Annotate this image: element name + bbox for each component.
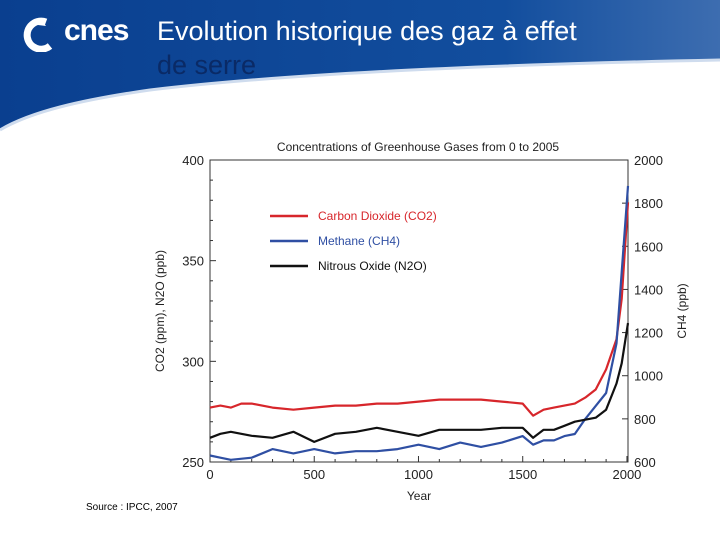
ch4-line bbox=[209, 185, 630, 461]
x-axis-label: Year bbox=[407, 489, 431, 502]
plot-frame bbox=[209, 159, 629, 463]
title-line-1: Evolution historique des gaz à effet bbox=[157, 16, 577, 46]
left-axis-ticks: 250 300 350 400 bbox=[182, 153, 216, 470]
right-tick-label: 1000 bbox=[634, 369, 663, 384]
banner-shape bbox=[0, 0, 720, 130]
right-axis-label: CH4 (ppb) bbox=[675, 283, 689, 338]
left-tick-label: 250 bbox=[182, 455, 204, 470]
banner-swoosh bbox=[0, 58, 720, 132]
x-tick-label: 1000 bbox=[404, 467, 433, 482]
chart-title: Concentrations of Greenhouse Gases from … bbox=[277, 140, 559, 154]
legend: Carbon Dioxide (CO2) Methane (CH4) Nitrous… bbox=[270, 209, 437, 273]
cnes-logo-mark-icon bbox=[23, 17, 53, 52]
x-tick-label: 2000 bbox=[612, 467, 641, 482]
right-tick-label: 1800 bbox=[634, 196, 663, 211]
left-tick-label: 300 bbox=[182, 354, 204, 369]
right-tick-label: 1200 bbox=[634, 326, 663, 341]
n2o-line bbox=[209, 322, 630, 443]
greenhouse-gas-chart: Concentrations of Greenhouse Gases from … bbox=[153, 140, 689, 502]
x-tick-label: 0 bbox=[206, 467, 213, 482]
logo-text: cnes bbox=[64, 14, 129, 47]
left-tick-label: 350 bbox=[182, 254, 204, 269]
x-tick-label: 1500 bbox=[508, 467, 537, 482]
legend-label: Methane (CH4) bbox=[318, 234, 400, 248]
right-tick-label: 2000 bbox=[634, 153, 663, 168]
x-tick-label: 500 bbox=[303, 467, 325, 482]
source-note: Source : IPCC, 2007 bbox=[86, 502, 178, 513]
right-tick-label: 1400 bbox=[634, 282, 663, 297]
title-line-2: de serre bbox=[157, 50, 257, 80]
x-axis-ticks: 0 500 1000 1500 2000 bbox=[206, 456, 641, 482]
right-axis-ticks: 600 800 1000 1200 1400 1600 1800 2000 bbox=[622, 153, 663, 470]
legend-label: Carbon Dioxide (CO2) bbox=[318, 209, 437, 223]
left-tick-label: 400 bbox=[182, 153, 204, 168]
header-banner bbox=[0, 0, 720, 132]
legend-label: Nitrous Oxide (N2O) bbox=[318, 259, 427, 273]
co2-line bbox=[209, 202, 630, 417]
series-lines bbox=[209, 185, 630, 461]
right-tick-label: 600 bbox=[634, 455, 656, 470]
right-tick-label: 800 bbox=[634, 412, 656, 427]
right-tick-label: 1600 bbox=[634, 239, 663, 254]
left-axis-label: CO2 (ppm), N2O (ppb) bbox=[153, 250, 167, 372]
cnes-logo: cnes bbox=[20, 12, 135, 54]
slide-title: Evolution historique des gaz à effet de … bbox=[157, 14, 717, 82]
